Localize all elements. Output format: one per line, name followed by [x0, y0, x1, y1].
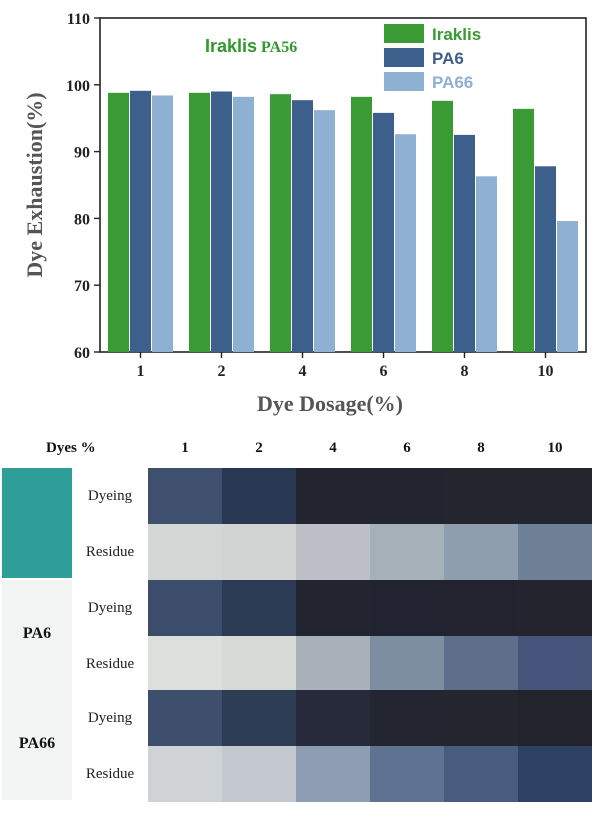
color-swatch — [148, 746, 222, 802]
y-axis-label: Dye Exhaustion(%) — [22, 92, 47, 277]
color-swatch — [444, 524, 518, 580]
dyes-percent-header: Dyes % — [46, 440, 96, 456]
bar-pa6-2 — [211, 91, 232, 352]
bar-pa6-10 — [535, 166, 556, 352]
bar-pa66-1 — [152, 95, 173, 352]
legend-label-pa6: PA6 — [432, 49, 464, 68]
x-tick-label: 6 — [380, 363, 388, 380]
color-swatch — [148, 636, 222, 692]
color-swatch — [518, 524, 592, 580]
bar-pa66-8 — [476, 176, 497, 352]
color-swatch — [518, 690, 592, 746]
dye-column-header: 10 — [547, 440, 563, 456]
bar-pa6-8 — [454, 134, 475, 352]
fiber-block — [2, 580, 72, 690]
bar-pa66-6 — [395, 134, 416, 352]
x-tick-label: 2 — [218, 363, 226, 380]
bar-iraklis-8 — [432, 100, 453, 352]
bar-pa6-4 — [292, 100, 313, 352]
y-tick-label: 80 — [74, 211, 90, 228]
y-tick-label: 70 — [74, 278, 90, 295]
color-swatch — [444, 468, 518, 524]
x-tick-label: 4 — [299, 363, 307, 380]
color-swatch — [296, 690, 370, 746]
color-swatch — [222, 746, 296, 802]
color-swatch — [148, 524, 222, 580]
color-swatch — [444, 580, 518, 636]
bar-pa66-4 — [314, 110, 335, 353]
bar-iraklis-1 — [108, 92, 129, 352]
color-swatch — [222, 524, 296, 580]
color-swatch — [296, 636, 370, 692]
legend-swatch-iraklis — [384, 24, 424, 43]
bar-pa6-6 — [373, 112, 394, 352]
color-swatch — [370, 468, 444, 524]
color-swatch — [222, 636, 296, 692]
color-swatch — [370, 580, 444, 636]
bar-iraklis-6 — [351, 96, 372, 352]
bar-iraklis-10 — [513, 108, 534, 353]
plot-frame — [99, 17, 587, 353]
x-tick-label: 8 — [461, 363, 469, 380]
color-swatch — [518, 468, 592, 524]
fiber-name: PA66 — [18, 735, 56, 752]
color-swatch — [296, 580, 370, 636]
color-swatch — [222, 468, 296, 524]
color-swatch — [148, 580, 222, 636]
color-swatch — [444, 636, 518, 692]
row-label-residue: Residue — [85, 656, 135, 672]
legend-swatch-pa66 — [384, 72, 424, 91]
color-swatch — [296, 746, 370, 802]
bar-iraklis-4 — [270, 94, 291, 352]
row-label-residue: Residue — [85, 544, 135, 560]
bar-pa6-1 — [130, 90, 151, 352]
color-swatch — [444, 746, 518, 802]
color-swatch — [370, 524, 444, 580]
row-label-dyeing: Dyeing — [87, 710, 133, 726]
color-swatch — [518, 580, 592, 636]
y-tick-label: 100 — [66, 78, 90, 95]
row-label-dyeing: Dyeing — [87, 600, 133, 616]
y-tick-label: 60 — [74, 345, 90, 362]
color-swatch — [296, 524, 370, 580]
color-swatch — [222, 690, 296, 746]
x-axis-label: Dye Dosage(%) — [257, 391, 403, 416]
fiber-block — [2, 468, 72, 578]
bar-iraklis-2 — [189, 92, 210, 352]
row-label-residue: Residue — [85, 766, 135, 782]
chart-title: Iraklis PA56 — [205, 36, 297, 56]
dye-column-header: 4 — [329, 440, 337, 456]
bar-pa66-2 — [233, 96, 254, 352]
dye-column-header: 8 — [477, 440, 485, 456]
fiber-name: PA6 — [22, 625, 52, 642]
legend-swatch-pa6 — [384, 48, 424, 67]
dye-column-header: 2 — [255, 440, 263, 456]
bar-chart: 60 70 80 90 100 110 1 2 4 6 8 10 Iraklis PA56 Irakl… — [22, 11, 587, 416]
color-swatch — [222, 580, 296, 636]
color-swatch — [370, 636, 444, 692]
color-swatch — [370, 746, 444, 802]
color-swatch — [148, 468, 222, 524]
legend-label-pa66: PA66 — [432, 73, 473, 92]
dye-column-header: 1 — [181, 440, 189, 456]
color-swatch — [444, 690, 518, 746]
color-swatch — [370, 690, 444, 746]
y-tick-label: 110 — [67, 11, 90, 28]
legend-label-iraklis: Iraklis — [432, 25, 481, 44]
dye-column-header: 6 — [403, 440, 411, 456]
color-swatch — [518, 636, 592, 692]
fiber-block — [2, 690, 72, 800]
color-swatch — [296, 468, 370, 524]
x-tick-label: 10 — [538, 363, 554, 380]
color-swatch — [148, 690, 222, 746]
x-tick-label: 1 — [137, 363, 145, 380]
color-swatch — [518, 746, 592, 802]
row-label-dyeing: Dyeing — [87, 488, 133, 504]
y-tick-label: 90 — [74, 145, 90, 162]
bar-pa66-10 — [557, 221, 578, 352]
